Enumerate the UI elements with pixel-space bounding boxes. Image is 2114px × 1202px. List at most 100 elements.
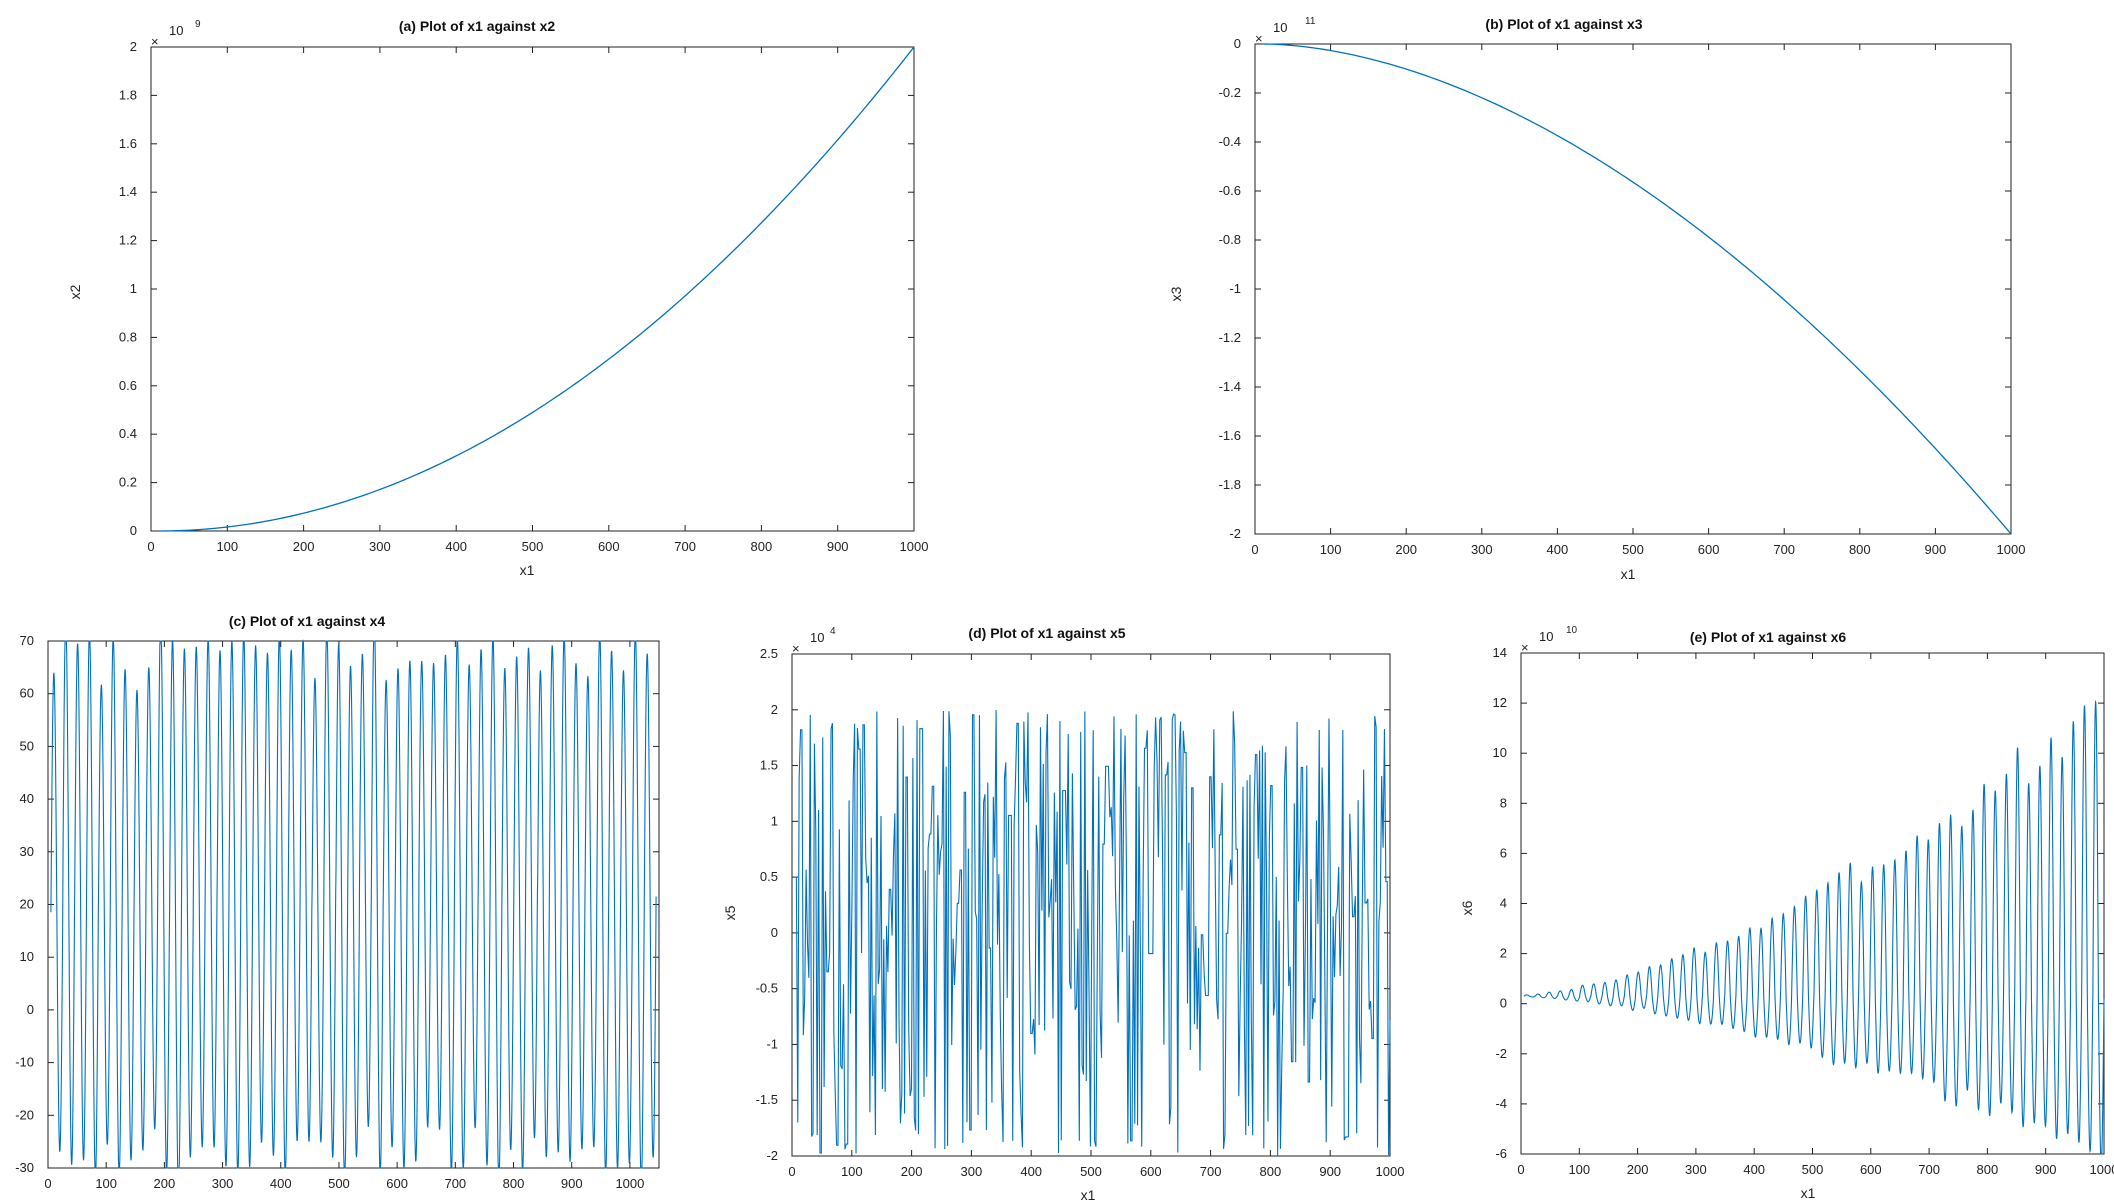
x-tick-label: 200 xyxy=(901,1164,923,1179)
y-tick-label: -0.4 xyxy=(1219,134,1241,149)
y-tick-label: -6 xyxy=(1495,1146,1507,1161)
multiplier-cross: × xyxy=(1521,640,1529,655)
x-tick-label: 300 xyxy=(1471,542,1493,557)
y-tick-label: 10 xyxy=(1493,745,1507,760)
y-tick-label: -1.4 xyxy=(1219,379,1241,394)
multiplier-exponent: 10 xyxy=(1566,625,1578,636)
x-tick-label: 700 xyxy=(674,539,696,554)
y-tick-label: 0.6 xyxy=(119,378,137,393)
x-tick-label: 600 xyxy=(598,539,620,554)
x-ticks: 0 100 200 300 400 500 600 700 800 900 1000 xyxy=(1517,653,2114,1177)
y-tick-label: 1.2 xyxy=(119,233,137,248)
series-line xyxy=(1523,699,2105,1155)
chart-title: (d) Plot of x1 against x5 xyxy=(968,625,1125,641)
x-tick-label: 100 xyxy=(1568,1162,1590,1177)
x-tick-label: 400 xyxy=(1547,542,1569,557)
x-ticks: 0 100 200 300 400 500 600 700 800 900 1000 xyxy=(788,654,1404,1179)
x-tick-label: 600 xyxy=(1860,1162,1882,1177)
y-tick-label: -2 xyxy=(766,1148,778,1163)
y-tick-label: -1.6 xyxy=(1219,428,1241,443)
y-tick-label: 50 xyxy=(20,738,34,753)
panel-a: (a) Plot of x1 against x2 0 0.2 0.4 0.6 0.8 1… xyxy=(67,18,928,578)
x-tick-label: 0 xyxy=(147,539,154,554)
chart-title: (c) Plot of x1 against x4 xyxy=(229,613,386,629)
x-axis-label: x1 xyxy=(1801,1185,1816,1201)
x-tick-label: 300 xyxy=(212,1176,234,1191)
x-tick-label: 700 xyxy=(1918,1162,1940,1177)
y-ticks: -6 -4 -2 0 2 4 6 8 10 12 14 xyxy=(1493,645,2104,1161)
y-multiplier: × 10 9 xyxy=(151,19,201,49)
panel-b: (b) Plot of x1 against x3 0 -0.2 -0.4 -0.6 -… xyxy=(1168,16,2025,582)
x-tick-label: 700 xyxy=(1200,1164,1222,1179)
y-tick-label: 20 xyxy=(20,897,34,912)
y-axis-label: x6 xyxy=(1459,900,1475,915)
x-tick-label: 600 xyxy=(1698,542,1720,557)
multiplier-base: 10 xyxy=(169,23,183,38)
y-tick-label: 60 xyxy=(20,686,34,701)
series-line xyxy=(50,639,657,1169)
x-axis-label: x1 xyxy=(520,562,535,578)
y-tick-label: -2 xyxy=(1229,526,1241,541)
y-axis-label: x5 xyxy=(722,905,738,920)
x-ticks: 0 100 200 300 400 500 600 700 800 900 1000 xyxy=(44,641,644,1191)
y-tick-label: 40 xyxy=(20,791,34,806)
multiplier-base: 10 xyxy=(810,630,824,645)
x-tick-label: 400 xyxy=(445,539,467,554)
y-tick-label: -2 xyxy=(1495,1046,1507,1061)
x-axis-label: x1 xyxy=(1621,566,1636,582)
y-tick-label: 2 xyxy=(771,702,778,717)
y-tick-label: 2 xyxy=(130,39,137,54)
y-tick-label: 12 xyxy=(1493,695,1507,710)
y-tick-label: 0.5 xyxy=(760,869,778,884)
x-tick-label: 800 xyxy=(503,1176,525,1191)
y-tick-label: 1 xyxy=(130,281,137,296)
x-tick-label: 500 xyxy=(1802,1162,1824,1177)
x-tick-label: 1000 xyxy=(615,1176,644,1191)
y-tick-label: 1.6 xyxy=(119,136,137,151)
y-ticks: 0 0.2 0.4 0.6 0.8 1 1.2 1.4 1.6 1.8 2 xyxy=(119,39,914,538)
x-axis-label: x1 xyxy=(345,1199,360,1202)
y-tick-label: -0.8 xyxy=(1219,232,1241,247)
x-tick-label: 400 xyxy=(1020,1164,1042,1179)
y-axis-label: x2 xyxy=(67,284,83,299)
y-ticks: 0 -0.2 -0.4 -0.6 -0.8 -1 -1.2 -1.4 -1.6 -1.8 -2 xyxy=(1219,36,2011,541)
y-tick-label: 6 xyxy=(1500,845,1507,860)
x-tick-label: 0 xyxy=(1251,542,1258,557)
y-tick-label: -1.5 xyxy=(756,1092,778,1107)
y-tick-label: 0.8 xyxy=(119,329,137,344)
multiplier-base: 10 xyxy=(1273,20,1287,35)
y-tick-label: -30 xyxy=(15,1160,34,1175)
plot-frame xyxy=(1520,652,2105,1155)
y-ticks: -2 -1.5 -1 -0.5 0 0.5 1 1.5 2 2.5 xyxy=(756,646,1390,1163)
x-tick-label: 1000 xyxy=(900,539,929,554)
plot-frame xyxy=(150,46,915,532)
x-ticks: 0 100 200 300 400 500 600 700 800 900 1000 xyxy=(1251,44,2025,557)
multiplier-exponent: 4 xyxy=(830,626,836,637)
y-multiplier: × 10 11 xyxy=(1255,16,1316,46)
multiplier-exponent: 11 xyxy=(1305,16,1316,27)
x-tick-label: 1000 xyxy=(2090,1162,2114,1177)
x-tick-label: 500 xyxy=(328,1176,350,1191)
y-multiplier: × 10 4 xyxy=(792,626,836,656)
y-tick-label: 2 xyxy=(1500,946,1507,961)
chart-title: (a) Plot of x1 against x2 xyxy=(399,18,556,34)
x-tick-label: 500 xyxy=(1622,542,1644,557)
y-tick-label: 0 xyxy=(1500,996,1507,1011)
x-tick-label: 100 xyxy=(95,1176,117,1191)
y-tick-label: 4 xyxy=(1500,896,1507,911)
y-tick-label: 2.5 xyxy=(760,646,778,661)
x-axis-label: x1 xyxy=(1081,1187,1096,1202)
y-multiplier: × 10 10 xyxy=(1521,625,1578,655)
panel-c: (c) Plot of x1 against x4 -30 -20 -10 0 10 20… xyxy=(15,613,660,1202)
y-tick-label: -0.5 xyxy=(756,981,778,996)
x-tick-label: 100 xyxy=(841,1164,863,1179)
x-tick-label: 900 xyxy=(1925,542,1947,557)
x-ticks: 0 100 200 300 400 500 600 700 800 900 1000 xyxy=(147,47,928,554)
series-line xyxy=(1262,43,2012,535)
multiplier-cross: × xyxy=(792,641,800,656)
y-tick-label: 0 xyxy=(27,1002,34,1017)
y-tick-label: 1 xyxy=(771,813,778,828)
y-ticks: -30 -20 -10 0 10 20 30 40 50 60 70 xyxy=(15,633,659,1175)
x-tick-label: 800 xyxy=(1849,542,1871,557)
panel-d: (d) Plot of x1 against x5 -2-1.5-1-0.500… xyxy=(722,625,1404,1202)
